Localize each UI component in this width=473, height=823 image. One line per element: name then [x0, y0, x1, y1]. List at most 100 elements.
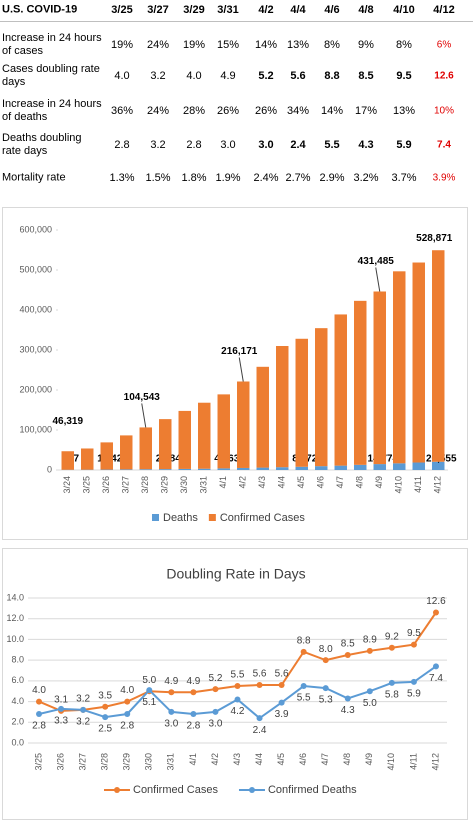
- data-label: 2.8: [32, 721, 46, 732]
- y-tick-label: 500,000: [19, 264, 52, 274]
- data-point: [366, 688, 373, 695]
- table-title: U.S. COVID-19: [2, 3, 78, 16]
- data-label: 5.5: [297, 693, 311, 704]
- legend-label: Confirmed Cases: [133, 784, 218, 796]
- table-cell: 8%: [396, 39, 412, 51]
- data-point: [300, 683, 307, 690]
- bar-segment: [393, 463, 406, 470]
- data-label: 8.9: [363, 634, 377, 645]
- y-tick-label: 400,000: [19, 304, 52, 314]
- x-tick-label: 4/10: [386, 753, 396, 771]
- bar-segment: [178, 468, 191, 470]
- table-cell: 10%: [433, 105, 455, 117]
- bar-segment: [256, 467, 269, 470]
- column-header: 4/6: [324, 4, 340, 16]
- x-tick-label: 3/25: [33, 753, 43, 771]
- bar-segment: [373, 291, 386, 465]
- data-point: [366, 647, 373, 654]
- data-label: 9.2: [385, 631, 399, 642]
- data-label: 5.0: [363, 698, 377, 709]
- data-point: [102, 703, 109, 710]
- y-tick-label: 4.0: [11, 696, 24, 706]
- data-label: 528,871: [416, 233, 453, 244]
- table-cell: 3.2%: [353, 172, 379, 184]
- table-cell: 24%: [146, 39, 170, 51]
- bar-segment: [354, 464, 367, 470]
- table-cell: 3.7%: [391, 172, 417, 184]
- table-cell: 26%: [216, 105, 240, 117]
- bar-segment: [412, 262, 425, 463]
- data-point: [36, 711, 43, 717]
- data-label: 5.6: [275, 669, 289, 680]
- data-point: [432, 609, 439, 616]
- legend-swatch: [208, 514, 216, 521]
- bar-segment: [354, 300, 367, 465]
- x-tick-label: 4/7: [320, 753, 330, 766]
- legend-marker: [248, 787, 255, 793]
- table-cell: 1.3%: [109, 172, 135, 184]
- data-label: 8.8: [297, 635, 311, 646]
- bar-segment: [120, 435, 133, 470]
- legend-label: Deaths: [163, 512, 198, 524]
- data-point: [388, 679, 395, 686]
- table-cell: 14%: [320, 105, 344, 117]
- x-tick-label: 4/5: [276, 753, 286, 766]
- bar-segment: [432, 461, 445, 470]
- stats-table: U.S. COVID-19 3/25 3/27 3/29 3/31 4/2 4/4 4/6 4/…: [0, 0, 473, 195]
- data-label: 12.6: [426, 596, 446, 607]
- bar-chart: 0 100,000 200,000 300,000 400,000 500,000 600,…: [19, 224, 457, 524]
- table-cell: 2.4%: [253, 172, 279, 184]
- data-label: 5.2: [208, 673, 222, 684]
- x-tick-label: 3/27: [121, 476, 131, 494]
- data-label: 3.1: [54, 695, 68, 706]
- data-point: [80, 706, 87, 713]
- table-cell: 4.9: [220, 70, 236, 82]
- column-header: 4/12: [433, 4, 455, 16]
- data-point: [410, 678, 417, 685]
- leader-line: [141, 403, 147, 428]
- bar-segment: [217, 468, 230, 470]
- data-point: [256, 715, 263, 722]
- table-cell: 5.5: [324, 139, 340, 151]
- column-header: 3/31: [217, 4, 239, 16]
- y-tick-label: 200,000: [19, 384, 52, 394]
- data-point: [322, 657, 329, 664]
- x-tick-label: 4/6: [316, 476, 326, 489]
- data-point: [344, 695, 351, 702]
- x-tick-label: 4/7: [335, 476, 345, 489]
- chart-title: Doubling Rate in Days: [166, 566, 305, 582]
- legend-label: Confirmed Deaths: [268, 784, 357, 796]
- bar-segment: [159, 469, 172, 470]
- bar-segment: [334, 465, 347, 470]
- data-point: [234, 696, 241, 703]
- table-cell: 7.4: [437, 139, 451, 151]
- data-point: [278, 682, 285, 688]
- x-tick-label: 4/12: [433, 476, 443, 494]
- data-label: 5.8: [385, 690, 399, 701]
- table-cell: 2.8: [186, 139, 202, 151]
- table-cell: 9%: [358, 39, 374, 51]
- data-point: [146, 687, 153, 694]
- data-label: 7.4: [429, 673, 443, 684]
- bar-segment: [100, 442, 113, 470]
- bar-segment: [198, 468, 211, 470]
- data-point: [300, 648, 307, 655]
- table-cell: 19%: [110, 39, 134, 51]
- table-cell: 3.2: [150, 139, 166, 151]
- data-point: [388, 644, 395, 651]
- x-tick-label: 3/30: [179, 476, 189, 494]
- table-cell: 36%: [110, 105, 134, 117]
- table-cell: 3.0: [220, 139, 236, 151]
- x-tick-label: 4/9: [364, 753, 374, 766]
- column-header: 4/4: [290, 4, 306, 16]
- x-tick-label: 4/8: [355, 476, 365, 489]
- y-tick-label: 12.0: [6, 613, 24, 623]
- data-label: 2.5: [98, 724, 112, 735]
- data-label: 9.5: [407, 628, 421, 639]
- x-tick-label: 3/31: [166, 753, 176, 771]
- bar-segment: [295, 466, 308, 470]
- data-label: 3.0: [164, 719, 178, 730]
- y-tick-label: 14.0: [6, 592, 24, 602]
- x-tick-label: 4/12: [430, 753, 440, 771]
- table-cell: 13%: [286, 39, 310, 51]
